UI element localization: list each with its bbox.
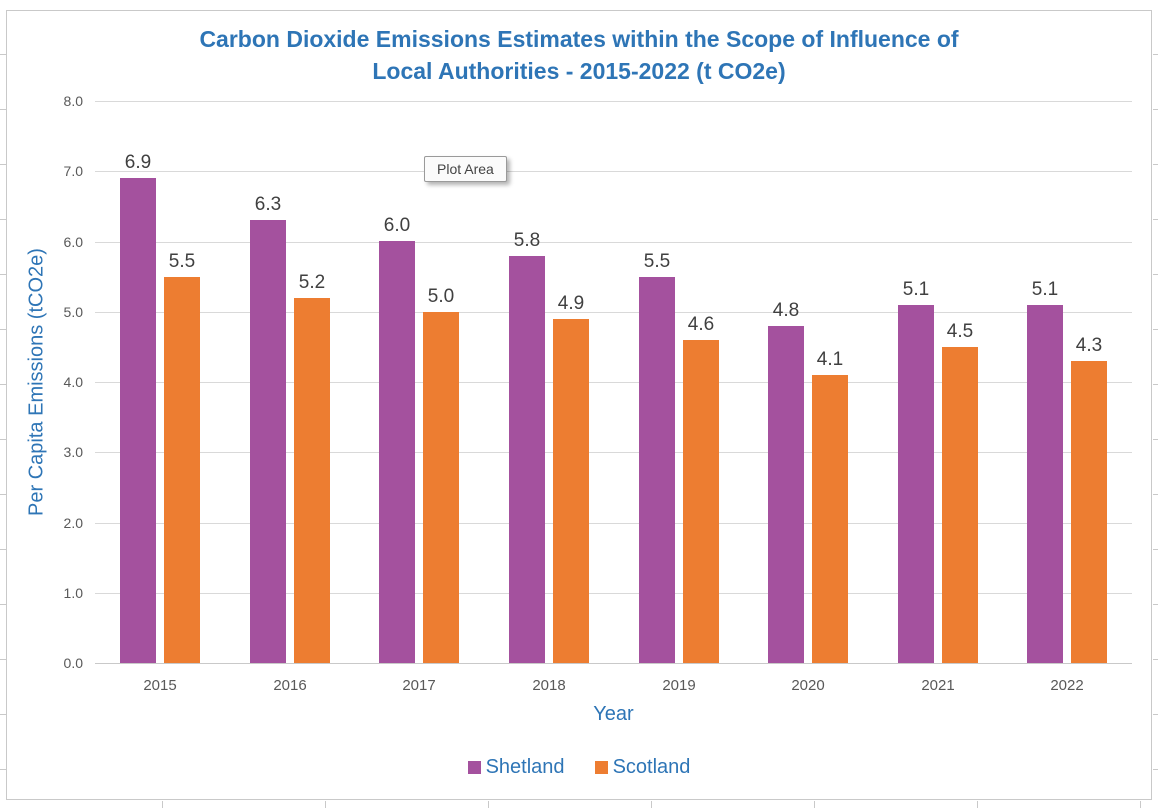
barwrap-shetland-2019: 5.5 xyxy=(639,251,675,663)
value-label: 5.0 xyxy=(427,286,455,307)
value-label: 4.9 xyxy=(557,293,585,314)
bar-shetland-2020[interactable] xyxy=(768,326,804,663)
bar-scotland-2021[interactable] xyxy=(942,347,978,663)
x-tick-label-2021: 2021 xyxy=(921,677,955,694)
value-label: 5.2 xyxy=(298,272,326,293)
worksheet-gridline-ticks-right xyxy=(1153,0,1158,808)
worksheet-gridline-ticks-left xyxy=(0,0,6,808)
value-label: 6.3 xyxy=(254,194,282,215)
legend-item-scotland[interactable]: Scotland xyxy=(594,756,691,779)
x-tick-label-2017: 2017 xyxy=(402,677,436,694)
barwrap-scotland-2019: 4.6 xyxy=(683,314,719,663)
legend-swatch-shetland xyxy=(467,761,481,774)
gridline xyxy=(95,171,1132,172)
value-label: 4.8 xyxy=(772,300,800,321)
barwrap-shetland-2021: 5.1 xyxy=(898,279,934,663)
bar-shetland-2019[interactable] xyxy=(639,277,675,663)
bar-scotland-2022[interactable] xyxy=(1071,361,1107,663)
x-tick-label-2022: 2022 xyxy=(1050,677,1084,694)
value-label: 5.8 xyxy=(513,230,541,251)
y-tick-label: 2.0 xyxy=(63,515,83,531)
legend-label: Scotland xyxy=(612,756,691,778)
legend[interactable]: Shetland Scotland xyxy=(7,756,1151,779)
legend-item-shetland[interactable]: Shetland xyxy=(467,756,565,779)
barwrap-scotland-2017: 5.0 xyxy=(423,286,459,663)
value-label: 5.1 xyxy=(902,279,930,300)
value-label: 5.5 xyxy=(643,251,671,272)
y-tick-label: 1.0 xyxy=(63,585,83,601)
gridline xyxy=(95,312,1132,313)
bar-scotland-2019[interactable] xyxy=(683,340,719,663)
bar-group-2015: 6.9 5.5 xyxy=(95,101,225,663)
bar-group-2019: 5.5 4.6 xyxy=(614,101,744,663)
barwrap-scotland-2021: 4.5 xyxy=(942,321,978,663)
barwrap-scotland-2015: 5.5 xyxy=(164,251,200,663)
bar-shetland-2021[interactable] xyxy=(898,305,934,663)
barwrap-shetland-2018: 5.8 xyxy=(509,230,545,663)
bar-scotland-2017[interactable] xyxy=(423,312,459,663)
chart-title[interactable]: Carbon Dioxide Emissions Estimates withi… xyxy=(7,23,1151,87)
x-axis-line xyxy=(95,663,1132,664)
plot-area-tooltip: Plot Area xyxy=(424,156,507,182)
x-axis-title[interactable]: Year xyxy=(593,703,634,725)
chart-area[interactable]: Carbon Dioxide Emissions Estimates withi… xyxy=(6,10,1152,800)
barwrap-scotland-2018: 4.9 xyxy=(553,293,589,663)
bar-shetland-2015[interactable] xyxy=(120,178,156,663)
value-label: 4.3 xyxy=(1075,335,1103,356)
y-tick-label: 7.0 xyxy=(63,163,83,179)
y-tick-label: 6.0 xyxy=(63,234,83,250)
bar-group-2020: 4.8 4.1 xyxy=(743,101,873,663)
x-tick-label-2018: 2018 xyxy=(532,677,566,694)
barwrap-shetland-2022: 5.1 xyxy=(1027,279,1063,663)
value-label: 6.9 xyxy=(124,152,152,173)
y-tick-label: 3.0 xyxy=(63,444,83,460)
x-tick-label-2020: 2020 xyxy=(791,677,825,694)
value-label: 5.1 xyxy=(1031,279,1059,300)
value-label: 5.5 xyxy=(168,251,196,272)
bar-shetland-2022[interactable] xyxy=(1027,305,1063,663)
x-tick-label-2015: 2015 xyxy=(143,677,177,694)
barwrap-shetland-2020: 4.8 xyxy=(768,300,804,663)
bar-shetland-2017[interactable] xyxy=(379,241,415,663)
y-tick-label: 0.0 xyxy=(63,655,83,671)
gridline xyxy=(95,382,1132,383)
gridline xyxy=(95,593,1132,594)
bar-scotland-2016[interactable] xyxy=(294,298,330,663)
y-tick-label: 5.0 xyxy=(63,304,83,320)
bar-shetland-2016[interactable] xyxy=(250,220,286,663)
legend-swatch-scotland xyxy=(594,761,608,774)
y-tick-label: 4.0 xyxy=(63,374,83,390)
gridline xyxy=(95,242,1132,243)
value-label: 4.1 xyxy=(816,349,844,370)
barwrap-shetland-2016: 6.3 xyxy=(250,194,286,663)
bar-group-2018: 5.8 4.9 xyxy=(484,101,614,663)
value-label: 4.6 xyxy=(687,314,715,335)
bar-group-2017: 6.0 5.0 xyxy=(354,101,484,663)
bar-scotland-2020[interactable] xyxy=(812,375,848,663)
x-tick-label-2019: 2019 xyxy=(662,677,696,694)
chart-title-line2: Local Authorities - 2015-2022 (t CO2e) xyxy=(372,58,786,84)
gridline xyxy=(95,101,1132,102)
bar-scotland-2015[interactable] xyxy=(164,277,200,663)
barwrap-scotland-2020: 4.1 xyxy=(812,349,848,663)
legend-label: Shetland xyxy=(485,756,565,778)
barwrap-scotland-2022: 4.3 xyxy=(1071,335,1107,663)
y-tick-label: 8.0 xyxy=(63,93,83,109)
bar-group-2022: 5.1 4.3 xyxy=(1002,101,1132,663)
bar-group-2021: 5.1 4.5 xyxy=(873,101,1003,663)
value-label: 4.5 xyxy=(946,321,974,342)
bar-scotland-2018[interactable] xyxy=(553,319,589,663)
gridline xyxy=(95,452,1132,453)
x-tick-label-2016: 2016 xyxy=(273,677,307,694)
barwrap-shetland-2017: 6.0 xyxy=(379,215,415,663)
plot-area[interactable]: 6.9 5.5 6.3 5.2 6.0 5.0 5.8 4.9 5.5 4.6 4.8 4.1 5.1 4… xyxy=(95,101,1132,664)
barwrap-shetland-2015: 6.9 xyxy=(120,152,156,663)
worksheet-gridline-ticks-bottom xyxy=(0,801,1158,808)
bar-shetland-2018[interactable] xyxy=(509,256,545,663)
barwrap-scotland-2016: 5.2 xyxy=(294,272,330,663)
chart-title-line1: Carbon Dioxide Emissions Estimates withi… xyxy=(199,26,959,52)
bar-group-2016: 6.3 5.2 xyxy=(225,101,355,663)
value-label: 6.0 xyxy=(383,215,411,236)
gridline xyxy=(95,523,1132,524)
